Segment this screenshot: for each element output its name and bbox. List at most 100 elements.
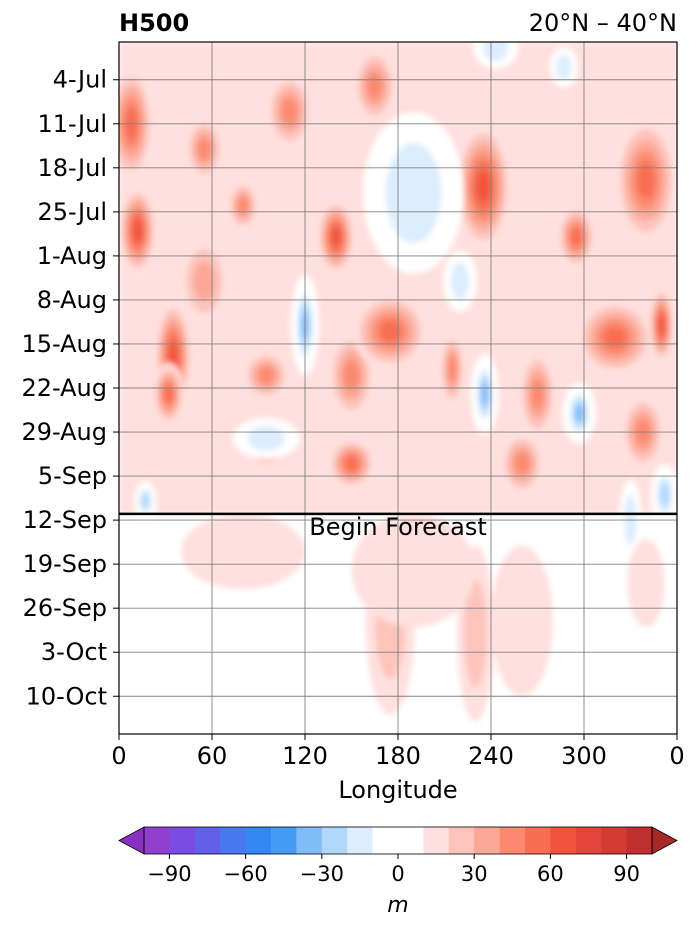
anomaly-contour [344, 456, 359, 471]
negative-anomaly-feature [450, 262, 470, 300]
colorbar-tick-label: 30 [461, 862, 488, 886]
positive-anomaly-feature [439, 331, 465, 407]
positive-anomaly-feature [500, 432, 544, 495]
colorbar-segment [575, 827, 602, 854]
positive-anomaly-feature [455, 123, 512, 250]
positive-anomaly-feature [185, 117, 223, 181]
anomaly-contour [481, 383, 489, 406]
x-tick-label: 120 [282, 742, 328, 770]
positive-anomaly-feature [179, 237, 230, 326]
y-tick-label: 3-Oct [41, 638, 107, 666]
anomaly-contour [491, 545, 553, 697]
anomaly-contour [603, 326, 627, 349]
anomaly-contour [193, 261, 216, 301]
colorbar-segment [448, 827, 475, 854]
negative-anomaly-feature [477, 369, 493, 420]
negative-anomaly-feature [139, 488, 152, 514]
x-axis: 0 60 120 180 240 300 0 [111, 734, 685, 770]
anomaly-contour [627, 538, 665, 628]
colorbar: −90 −60 −30 0 30 60 90 [118, 826, 678, 886]
x-tick-label: 0 [111, 742, 126, 770]
colorbar-segment [321, 827, 348, 854]
colorbar-segment [525, 827, 551, 854]
colorbar-segment [271, 827, 297, 854]
y-axis: 4-Jul 11-Jul 18-Jul 25-Jul 1-Aug 8-Aug 15-Aug 2… [21, 66, 119, 710]
anomaly-contour [531, 378, 544, 410]
anomaly-contour [331, 227, 341, 247]
y-tick-label: 12-Sep [23, 506, 107, 534]
anomaly-contour [659, 483, 670, 507]
positive-anomaly-feature [353, 293, 428, 370]
positive-anomaly-feature [649, 287, 674, 363]
positive-anomaly-feature [266, 73, 313, 149]
x-tick-label: 180 [375, 742, 421, 770]
anomaly-contour [181, 513, 305, 590]
colorbar-segment [601, 827, 628, 854]
colorbar-segment [626, 827, 653, 854]
y-tick-label: 19-Sep [23, 550, 107, 578]
anomaly-contour [237, 196, 249, 215]
colorbar-tick-label: −90 [147, 862, 191, 886]
anomaly-contour [447, 355, 457, 383]
anomaly-contour [637, 162, 655, 199]
colorbar-segment [347, 827, 374, 854]
y-tick-label: 4-Jul [53, 66, 107, 94]
positive-anomaly-feature [243, 350, 290, 401]
anomaly-contour [351, 513, 476, 628]
colorbar-segment [220, 827, 247, 854]
y-tick-label: 1-Aug [37, 242, 107, 270]
forecast-anomaly-feature [181, 513, 305, 590]
plot-area [119, 42, 677, 734]
forecast-anomaly-field [181, 513, 665, 722]
colorbar-segment [296, 827, 323, 854]
colorbar-segment [474, 827, 501, 854]
colorbar-label: m [387, 893, 408, 918]
colorbar-segment [423, 827, 450, 854]
colorbar-tick-label: −60 [223, 862, 267, 886]
colorbar-extend-low [118, 826, 145, 855]
y-tick-label: 18-Jul [38, 154, 108, 182]
anomaly-contour [367, 72, 383, 100]
colorbar-segment [194, 827, 221, 854]
y-tick-label: 25-Jul [38, 198, 108, 226]
x-tick-label: 60 [197, 742, 228, 770]
negative-anomaly-feature [247, 425, 285, 451]
y-tick-label: 10-Oct [26, 682, 107, 710]
positive-anomaly-feature [227, 180, 259, 231]
anomaly-contour [247, 425, 285, 451]
x-axis-label: Longitude [338, 776, 457, 804]
colorbar-segment [372, 827, 424, 854]
positive-anomaly-feature [576, 299, 654, 376]
colorbar-tick-label: 0 [391, 862, 404, 886]
positive-anomaly-feature [328, 438, 375, 489]
y-tick-label: 11-Jul [38, 110, 108, 138]
x-tick-label: 240 [468, 742, 514, 770]
colorbar-tick-label: 60 [537, 862, 564, 886]
y-tick-label: 22-Aug [21, 374, 107, 402]
positive-anomaly-feature [153, 362, 185, 426]
positive-anomaly-feature [615, 117, 677, 244]
negative-anomaly-feature [656, 476, 673, 514]
y-tick-label: 8-Aug [37, 286, 107, 314]
observed-anomaly-field [119, 42, 677, 561]
positive-anomaly-feature [317, 199, 355, 275]
chart-title-left: H500 [119, 9, 189, 37]
negative-anomaly-feature [556, 54, 572, 80]
y-tick-label: 15-Aug [21, 330, 107, 358]
colorbar-extend-high [651, 826, 678, 855]
anomaly-contour [281, 98, 298, 125]
forecast-anomaly-feature [627, 538, 665, 628]
colorbar-segment [499, 827, 526, 854]
anomaly-contour [570, 228, 582, 247]
positive-anomaly-feature [353, 48, 397, 124]
anomaly-contour [575, 404, 584, 422]
anomaly-contour [141, 493, 150, 509]
anomaly-contour [476, 171, 491, 202]
anomaly-contour [343, 360, 360, 391]
colorbar-tick-label: −30 [300, 862, 344, 886]
negative-anomaly-feature [483, 42, 509, 61]
x-tick-label: 0 [669, 742, 684, 770]
anomaly-contour [450, 262, 470, 300]
colorbar-segment [550, 827, 577, 854]
